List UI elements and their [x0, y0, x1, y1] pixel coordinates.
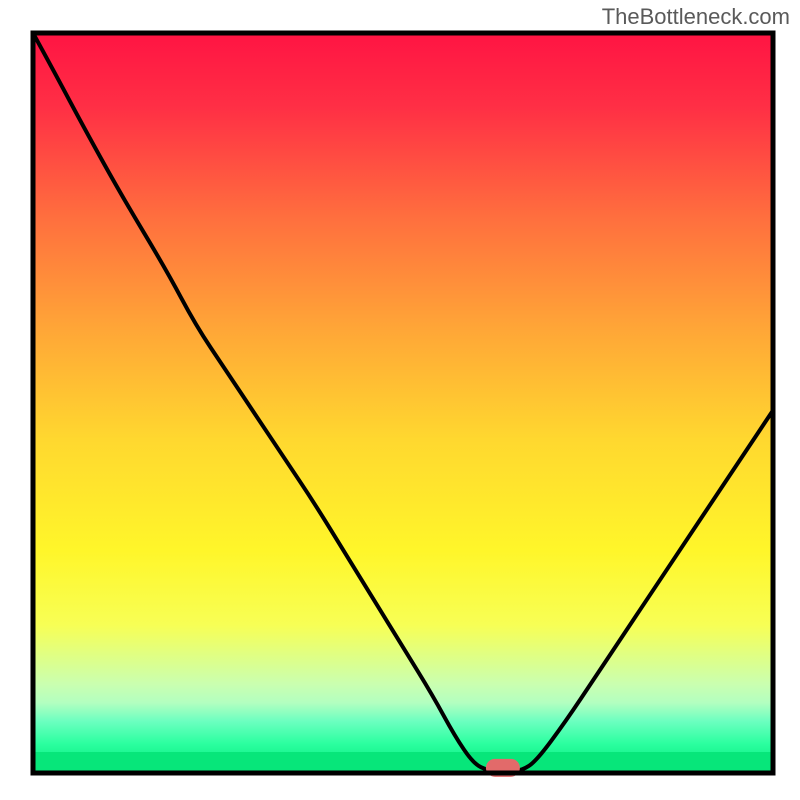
bottleneck-chart — [0, 0, 800, 800]
watermark-text: TheBottleneck.com — [602, 4, 790, 30]
bottom-green-band — [33, 752, 773, 773]
gradient-background — [33, 33, 773, 773]
chart-stage: TheBottleneck.com — [0, 0, 800, 800]
plot-area — [33, 33, 773, 777]
